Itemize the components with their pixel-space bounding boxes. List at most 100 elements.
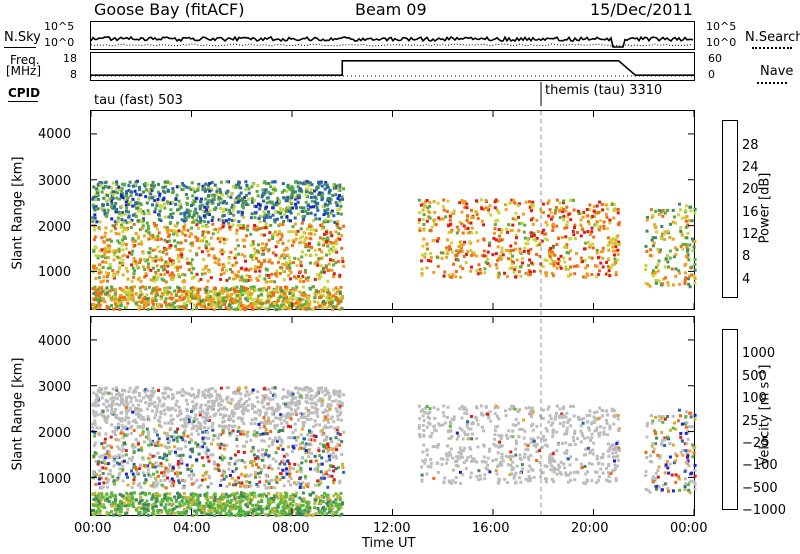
power-echo-cell	[602, 220, 606, 224]
power-echo-cell	[112, 295, 116, 299]
velocity-echo-cell	[249, 508, 253, 512]
power-echo-cell	[142, 234, 146, 238]
velocity-echo-cell	[145, 499, 149, 503]
nave-legend-line	[757, 82, 787, 84]
freq-traces	[91, 59, 694, 77]
power-echo-cell	[224, 286, 228, 290]
velocity-echo-cell	[239, 493, 243, 497]
power-echo-cell	[292, 191, 295, 195]
power-echo-cell	[149, 278, 153, 282]
velocity-echo-cell	[308, 509, 312, 513]
power-echo-cell	[471, 226, 474, 230]
power-echo-cell	[666, 209, 670, 213]
power-echo-cell	[529, 203, 533, 207]
velocity-echo-cell	[187, 417, 191, 421]
velocity-echo-cell	[261, 453, 265, 456]
power-echo-cell	[126, 291, 130, 295]
velocity-echo-cell	[121, 436, 125, 440]
power-echo-cell	[559, 254, 563, 258]
power-echo-cell	[422, 228, 426, 232]
velocity-echo-cell	[297, 507, 301, 511]
velocity-echo-cell	[256, 507, 260, 511]
velocity-echo-cell	[300, 427, 304, 431]
power-echo-cell	[423, 255, 427, 259]
power-echo-cell	[194, 287, 198, 291]
power-echo-cell	[286, 253, 290, 257]
power-echo-cell	[469, 248, 473, 252]
power-echo-cell	[177, 275, 181, 279]
velocity-echo-cell	[243, 495, 247, 499]
power-echo-cell	[112, 253, 116, 257]
power-echo-cell	[421, 244, 425, 248]
power-echo-cell	[98, 181, 102, 184]
power-echo-cell	[99, 206, 103, 210]
power-echo-cell	[140, 242, 144, 246]
velocity-echo-cell	[123, 496, 126, 500]
power-cb-tick-8: 8	[742, 249, 751, 264]
power-echo-cell	[321, 193, 325, 197]
power-echo-cell	[221, 301, 225, 305]
power-echo-cell	[132, 299, 136, 302]
power-echo-cell	[138, 202, 142, 206]
power-echo-cell	[452, 212, 456, 216]
power-echo-cell	[187, 290, 191, 294]
velocity-echo-cell	[128, 501, 132, 505]
power-echo-cell	[528, 200, 531, 204]
power-echo-cell	[591, 214, 595, 218]
power-echo-cell	[337, 260, 340, 264]
velocity-echo-cell	[289, 483, 292, 487]
power-echo-cell	[247, 187, 251, 191]
power-echo-cell	[286, 185, 290, 189]
power-echo-cell	[220, 193, 224, 197]
power-echo-cell	[230, 270, 234, 274]
power-echo-cell	[557, 257, 561, 261]
power-echo-cell	[445, 255, 449, 259]
power-echo-cell	[317, 277, 321, 281]
power-echo-cell	[336, 196, 340, 200]
velocity-echo-cell	[111, 455, 115, 459]
power-echo-cell	[166, 262, 170, 266]
velocity-echo-cell	[267, 503, 271, 507]
power-echo-cell	[245, 305, 248, 309]
velocity-echo-cell	[160, 464, 164, 468]
velocity-echo-cell	[255, 455, 259, 459]
power-echo-cell	[545, 259, 549, 263]
velocity-echo-cell	[170, 498, 174, 502]
power-echo-cell	[301, 285, 305, 289]
velocity-echo-cell	[140, 448, 144, 452]
velocity-echo-cell	[166, 497, 170, 500]
power-echo-cell	[492, 236, 496, 240]
velocity-echo-cell	[176, 427, 180, 431]
power-echo-cell	[517, 215, 520, 219]
power-echo-cell	[150, 291, 154, 295]
power-echo-cell	[272, 302, 276, 305]
power-echo-cell	[299, 188, 303, 192]
power-echo-cell	[300, 303, 304, 307]
velocity-echo-cell	[105, 444, 109, 448]
power-echo-cell	[203, 287, 207, 291]
velocity-echo-cell	[228, 433, 232, 437]
power-echo-cell	[548, 249, 551, 253]
power-echo-cell	[118, 188, 122, 191]
power-echo-cell	[166, 181, 170, 185]
velocity-echo-cell	[148, 491, 151, 495]
velocity-echo-cell	[321, 474, 325, 478]
velocity-echo-cell	[114, 438, 118, 441]
power-echo-cell	[281, 299, 285, 303]
power-echo-cell	[131, 184, 135, 188]
power-echo-cell	[330, 268, 334, 272]
velocity-echo-cell	[165, 432, 169, 436]
power-echo-cell	[125, 305, 129, 309]
power-echo-cell	[233, 273, 237, 277]
power-echo-cell	[484, 199, 488, 202]
velocity-echo-cell	[339, 506, 343, 509]
power-echo-cell	[219, 273, 223, 276]
power-echo-cell	[576, 231, 579, 234]
power-echo-cell	[588, 203, 592, 207]
velocity-echo-cell	[159, 479, 163, 483]
power-echo-cell	[107, 198, 111, 201]
power-echo-cell	[607, 242, 611, 246]
power-echo-cell	[660, 282, 664, 286]
power-echo-cell	[597, 211, 600, 215]
power-echo-cell	[327, 242, 331, 246]
